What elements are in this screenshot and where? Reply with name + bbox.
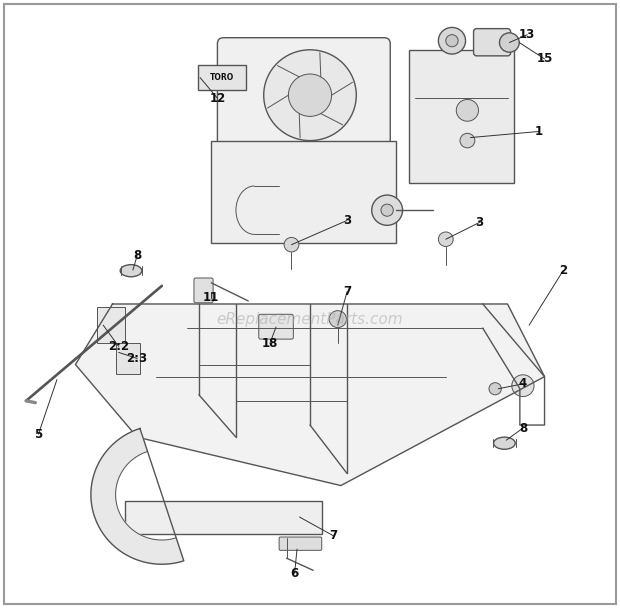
Text: 15: 15 [536, 52, 553, 66]
Ellipse shape [494, 437, 515, 449]
Text: 7: 7 [329, 530, 337, 542]
Text: 7: 7 [343, 285, 351, 299]
Polygon shape [76, 304, 544, 486]
FancyBboxPatch shape [198, 65, 246, 91]
Circle shape [372, 195, 402, 226]
Ellipse shape [120, 264, 142, 277]
Circle shape [512, 375, 534, 396]
FancyBboxPatch shape [409, 50, 514, 183]
Text: 3: 3 [343, 214, 351, 227]
FancyBboxPatch shape [194, 278, 213, 303]
Text: 18: 18 [262, 337, 278, 350]
Circle shape [489, 382, 502, 395]
FancyBboxPatch shape [97, 307, 125, 344]
FancyBboxPatch shape [211, 140, 396, 243]
Text: 11: 11 [203, 291, 219, 305]
Text: 5: 5 [34, 427, 43, 441]
Circle shape [438, 232, 453, 246]
Text: 4: 4 [519, 378, 527, 390]
Text: TORO: TORO [210, 73, 234, 82]
Text: 8: 8 [133, 249, 141, 262]
Text: 1: 1 [534, 125, 542, 138]
Circle shape [438, 27, 466, 54]
FancyBboxPatch shape [125, 501, 322, 534]
Text: 6: 6 [290, 567, 299, 580]
Text: eReplacementParts.com: eReplacementParts.com [216, 312, 404, 326]
Circle shape [288, 74, 332, 116]
FancyBboxPatch shape [279, 537, 322, 550]
Circle shape [329, 311, 347, 328]
Text: 13: 13 [519, 28, 536, 41]
Circle shape [460, 133, 475, 148]
Text: 12: 12 [210, 92, 226, 105]
Circle shape [284, 238, 299, 252]
Circle shape [500, 33, 519, 52]
Circle shape [264, 50, 356, 140]
Text: 2:2: 2:2 [108, 340, 129, 353]
FancyBboxPatch shape [474, 29, 511, 56]
Polygon shape [91, 429, 184, 564]
Text: 2: 2 [559, 264, 567, 277]
FancyBboxPatch shape [259, 314, 293, 339]
FancyBboxPatch shape [218, 38, 390, 153]
Text: 3: 3 [476, 216, 484, 229]
Circle shape [294, 516, 307, 528]
Circle shape [446, 35, 458, 47]
Circle shape [456, 100, 479, 121]
Circle shape [381, 204, 393, 216]
FancyBboxPatch shape [115, 344, 140, 373]
Text: 2:3: 2:3 [126, 352, 148, 365]
Text: 8: 8 [519, 421, 527, 435]
